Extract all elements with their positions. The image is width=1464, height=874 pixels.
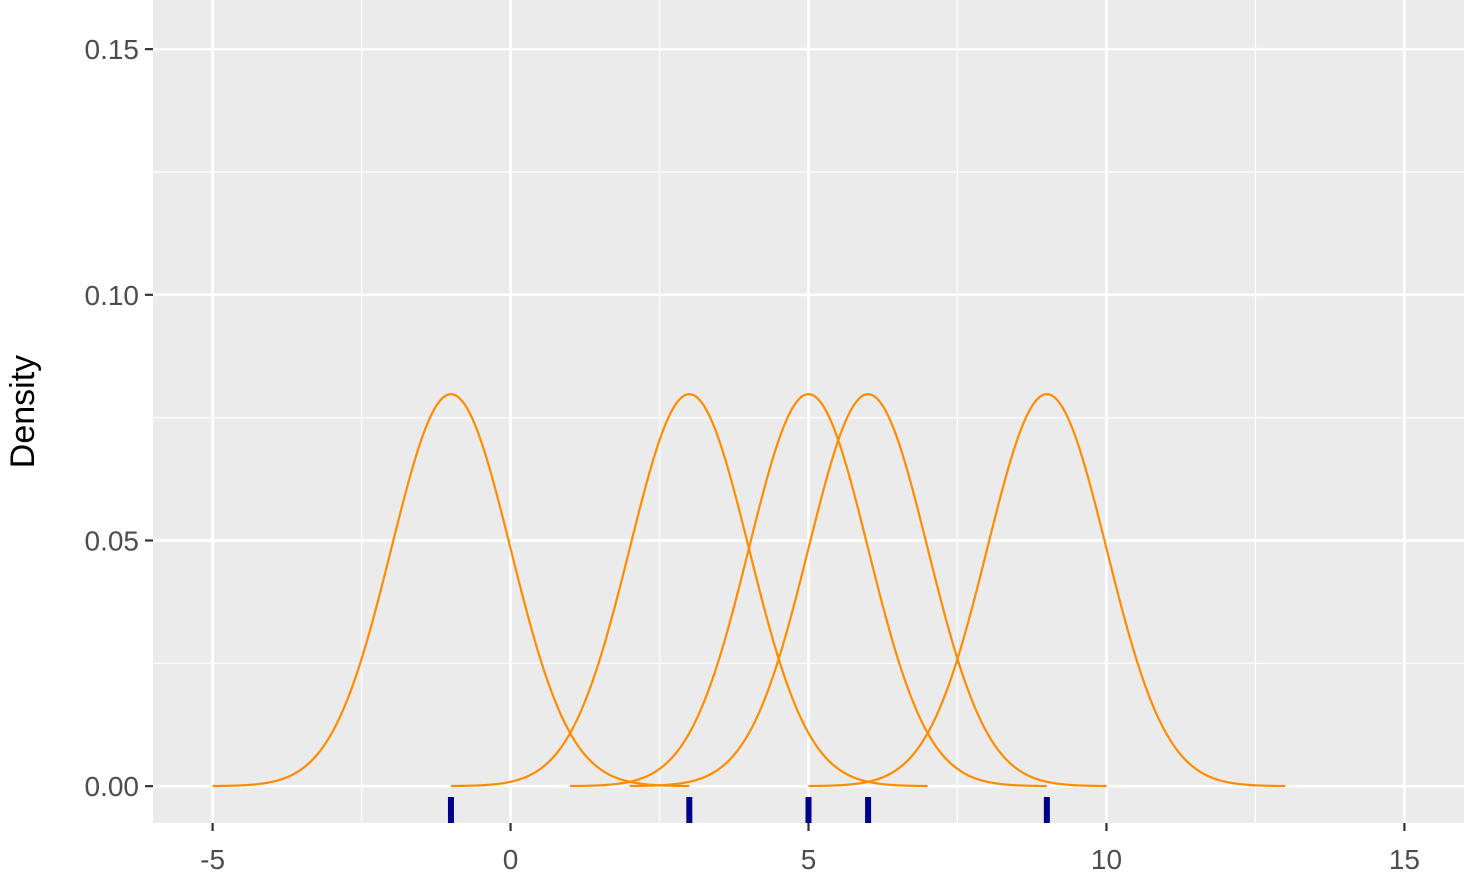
y-tick-label: 0.15 (85, 34, 140, 65)
kernel-curve (629, 393, 1107, 788)
y-tick-label: 0.05 (85, 525, 140, 556)
x-tick-label: 0 (503, 844, 519, 874)
x-tick-label: 15 (1389, 844, 1420, 874)
x-tick-label: -5 (200, 844, 225, 874)
y-axis: 0.00 0.05 0.10 0.15 (85, 34, 153, 802)
x-tick-label: 10 (1091, 844, 1122, 874)
kernel-curves (212, 393, 1286, 788)
x-tick-label: 5 (801, 844, 817, 874)
y-tick-label: 0.00 (85, 771, 140, 802)
x-axis: -5 0 5 10 15 (200, 823, 1420, 874)
y-axis-title: Density (4, 355, 42, 468)
kernel-curve (212, 393, 690, 788)
major-gridlines (153, 0, 1464, 823)
rug-marks (447, 797, 1050, 823)
kernel-curve (808, 393, 1286, 788)
y-tick-label: 0.10 (85, 280, 140, 311)
kernel-curve (450, 393, 928, 788)
kernel-curve (570, 393, 1047, 788)
